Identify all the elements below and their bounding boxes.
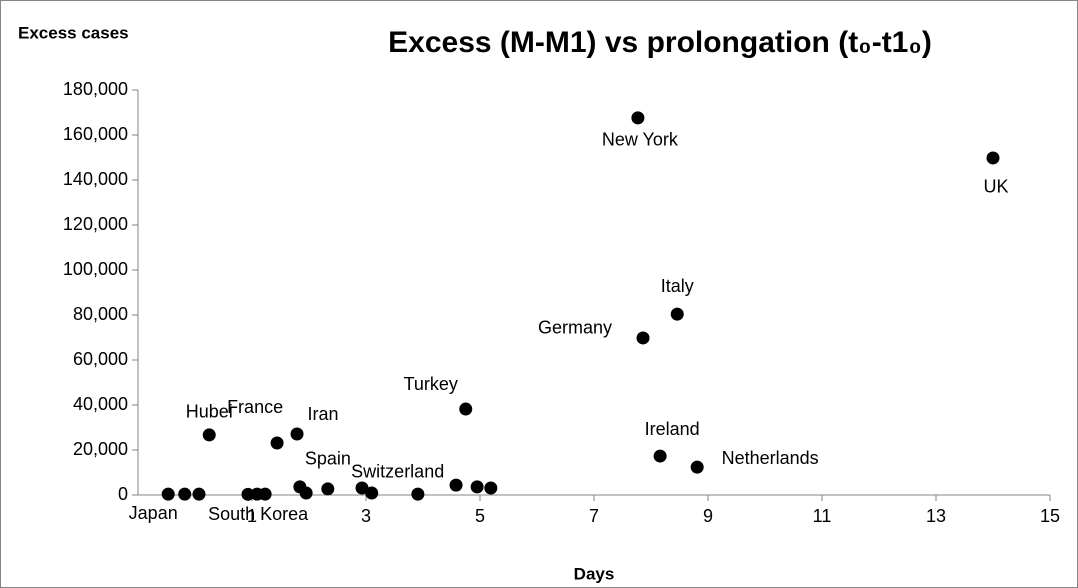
point [631,111,645,125]
x-tick-label: 15 [1040,506,1060,526]
y-tick-label: 20,000 [73,439,128,459]
point-label: UK [983,177,1008,197]
point-label: New York [602,130,679,150]
point [270,436,284,450]
y-tick-label: 100,000 [63,259,128,279]
point [192,487,206,501]
point-label: Turkey [404,374,458,394]
y-tick-label: 180,000 [63,79,128,99]
point-label: Spain [305,449,351,469]
point [986,151,1000,165]
y-axis-title: Excess cases [18,23,129,42]
point [470,480,484,494]
point [636,331,650,345]
point [290,427,304,441]
point-label: Iran [308,404,339,424]
point [365,486,379,500]
x-tick-label: 5 [475,506,485,526]
point-label: Japan [129,503,178,523]
point-label: Italy [661,276,694,296]
point [161,487,175,501]
point [411,487,425,501]
chart-title: Excess (M-M1) vs prolongation (t₀-t1₀) [388,26,932,59]
point-label: France [227,397,283,417]
point [241,487,255,501]
point-label: Hubei [186,402,233,422]
y-tick-label: 80,000 [73,304,128,324]
point [484,481,498,495]
point [178,487,192,501]
y-tick-label: 40,000 [73,394,128,414]
x-tick-label: 13 [926,506,946,526]
x-tick-label: 7 [589,506,599,526]
y-tick-label: 160,000 [63,124,128,144]
point [299,486,313,500]
point-label: Switzerland [351,462,444,482]
x-tick-label: 9 [703,506,713,526]
x-tick-label: 3 [361,506,371,526]
point-label: Ireland [645,419,700,439]
point-label: South Korea [208,504,309,524]
x-axis-title: Days [574,564,615,583]
point [449,478,463,492]
point [459,402,473,416]
y-tick-label: 0 [118,484,128,504]
point [690,460,704,474]
point-label: Netherlands [722,448,819,468]
x-tick-label: 1 [247,506,257,526]
y-tick-label: 140,000 [63,169,128,189]
point-label: Germany [538,318,612,338]
x-tick-label: 11 [813,506,832,526]
point [653,449,667,463]
point [321,482,335,496]
point [355,481,369,495]
point [202,428,216,442]
point [258,487,272,501]
y-tick-label: 60,000 [73,349,128,369]
point [670,307,684,321]
y-tick-label: 120,000 [63,214,128,234]
